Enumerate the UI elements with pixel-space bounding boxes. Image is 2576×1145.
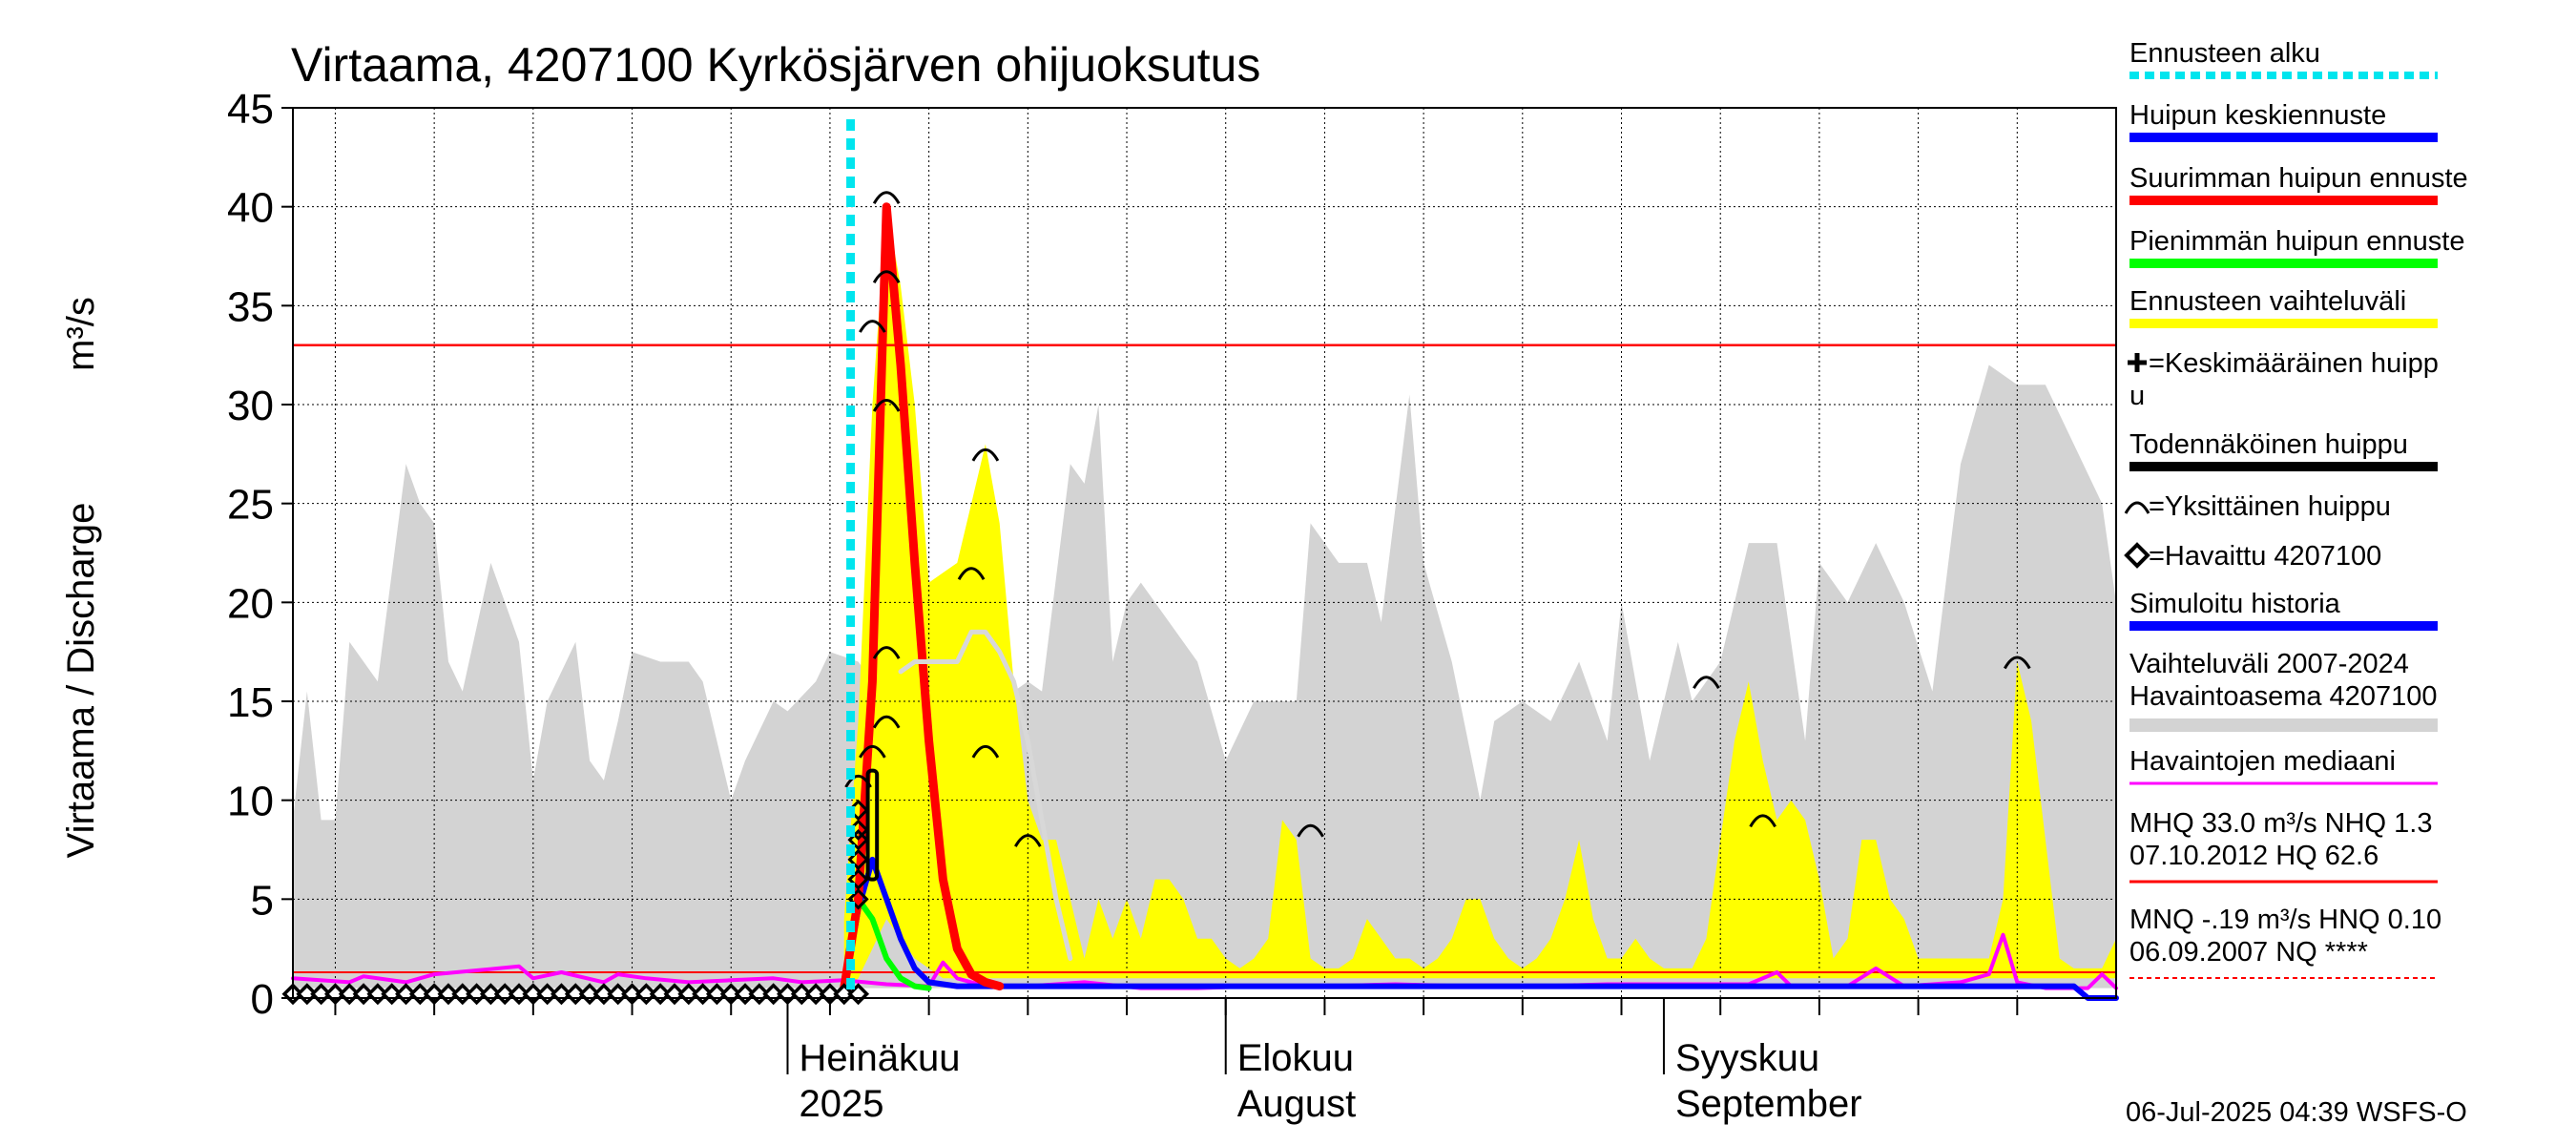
historical-range-band	[293, 364, 2116, 989]
forecast-cluster-marker	[847, 868, 869, 890]
forecast-cluster-marker	[847, 829, 869, 851]
legend-item: Simuloitu historia	[2129, 589, 2438, 631]
legend-label: Simuloitu historia	[2129, 589, 2341, 619]
single-peak-marker	[872, 715, 901, 729]
y-tick-label: 30	[227, 383, 274, 429]
legend-label: =Yksittäinen huippu	[2149, 491, 2391, 522]
legend-item: =Yksittäinen huippu	[2124, 491, 2391, 522]
legend-label: Ennusteen alku	[2129, 38, 2320, 69]
y-tick-label: 25	[227, 482, 274, 529]
legend-label: =Havaittu 4207100	[2149, 541, 2381, 572]
series-line-ennusteen-vaihteluv-li-keski	[898, 629, 1073, 961]
single-peak-marker	[2003, 656, 2031, 670]
single-peak-marker	[872, 270, 901, 284]
plot-area: 051015202530354045Heinäkuu2025ElokuuAugu…	[227, 86, 2119, 1125]
single-peak-marker	[1297, 823, 1324, 838]
y-tick-label: 35	[227, 283, 274, 330]
legend-label: MNQ -.19 m³/s HNQ 0.10	[2129, 905, 2441, 935]
legend-label: Suurimman huipun ennuste	[2129, 163, 2468, 194]
single-peak-marker	[1014, 834, 1042, 847]
single-peak-marker	[872, 191, 901, 205]
y-axis-unit: m³/s	[60, 297, 102, 371]
legend-item: MHQ 33.0 m³/s NHQ 1.307.10.2012 HQ 62.6	[2129, 808, 2438, 884]
legend-label-line2: 07.10.2012 HQ 62.6	[2129, 841, 2379, 871]
x-month-label: Syyskuu	[1675, 1037, 1819, 1079]
legend-item: =Keskimääräinen huippu	[2128, 348, 2439, 411]
probable-peak-box	[865, 768, 880, 882]
single-peak-marker	[1693, 676, 1720, 690]
forecast-cluster-marker	[847, 848, 869, 870]
forecast-range-band	[843, 206, 2117, 992]
legend-item: =Havaittu 4207100	[2124, 541, 2381, 572]
legend-item: Vaihteluväli 2007-2024 Havaintoasema 420…	[2129, 649, 2438, 732]
single-peak-marker	[859, 320, 886, 333]
legend-label: =Keskimääräinen huipp	[2149, 348, 2439, 379]
legend-symbol-diamond	[2124, 542, 2150, 569]
grid	[293, 108, 2116, 998]
legend-label: MHQ 33.0 m³/s NHQ 1.3	[2129, 808, 2432, 839]
legend-label-line2: u	[2129, 381, 2145, 411]
chart-title: Virtaama, 4207100 Kyrkösjärven ohijuoksu…	[291, 38, 1260, 92]
x-month-sublabel: September	[1675, 1083, 1862, 1125]
forecast-cluster-marker	[847, 888, 869, 910]
legend-label-line2: 06.09.2007 NQ ****	[2129, 937, 2368, 968]
legend-label: Huipun keskiennuste	[2129, 100, 2386, 131]
y-tick-label: 5	[251, 877, 274, 924]
legend-item: Ennusteen alku	[2129, 38, 2438, 79]
y-tick-label: 20	[227, 580, 274, 627]
y-tick-label: 10	[227, 779, 274, 825]
single-peak-marker	[971, 744, 1000, 759]
y-tick-label: 0	[251, 976, 274, 1023]
single-peak-marker	[859, 744, 886, 759]
x-month-label: Heinäkuu	[799, 1037, 960, 1079]
x-month-sublabel: August	[1237, 1083, 1357, 1125]
single-peak-marker	[872, 399, 901, 412]
y-tick-label: 15	[227, 679, 274, 726]
legend-item: Pienimmän huipun ennuste	[2129, 226, 2464, 268]
series-line-suurimman-huipun-ennuste	[840, 202, 1005, 993]
footer-timestamp: 06-Jul-2025 04:39 WSFS-O	[2126, 1097, 2467, 1128]
legend-label: Vaihteluväli 2007-2024	[2129, 649, 2409, 679]
legend-symbol-arc	[2124, 501, 2150, 514]
y-tick-label: 40	[227, 185, 274, 232]
single-peak-marker	[957, 567, 986, 581]
single-peak-marker	[1749, 814, 1776, 828]
legend-label: Ennusteen vaihteluväli	[2129, 286, 2406, 317]
legend: Ennusteen alku Huipun keskiennuste Suurimm…	[2124, 38, 2468, 979]
legend-label: Havaintojen mediaani	[2129, 746, 2396, 777]
legend-item: Todennäköinen huippu	[2129, 429, 2438, 471]
y-axis-label: Virtaama / Discharge	[60, 503, 102, 859]
legend-label: Todennäköinen huippu	[2129, 429, 2408, 460]
x-month-label: Elokuu	[1237, 1037, 1354, 1079]
legend-item: Ennusteen vaihteluväli	[2129, 286, 2438, 328]
legend-item: Huipun keskiennuste	[2129, 100, 2438, 142]
legend-item: Havaintojen mediaani	[2129, 746, 2438, 785]
legend-item: Suurimman huipun ennuste	[2129, 163, 2468, 205]
legend-label-line2: Havaintoasema 4207100	[2129, 681, 2437, 712]
legend-swatch	[2129, 718, 2438, 732]
y-tick-label: 45	[227, 86, 274, 133]
single-peak-marker	[872, 646, 901, 659]
legend-label: Pienimmän huipun ennuste	[2129, 226, 2464, 257]
single-peak-marker	[844, 774, 872, 788]
x-month-sublabel: 2025	[799, 1083, 883, 1125]
plot-frame	[292, 107, 2117, 999]
single-peak-marker	[971, 448, 1000, 462]
